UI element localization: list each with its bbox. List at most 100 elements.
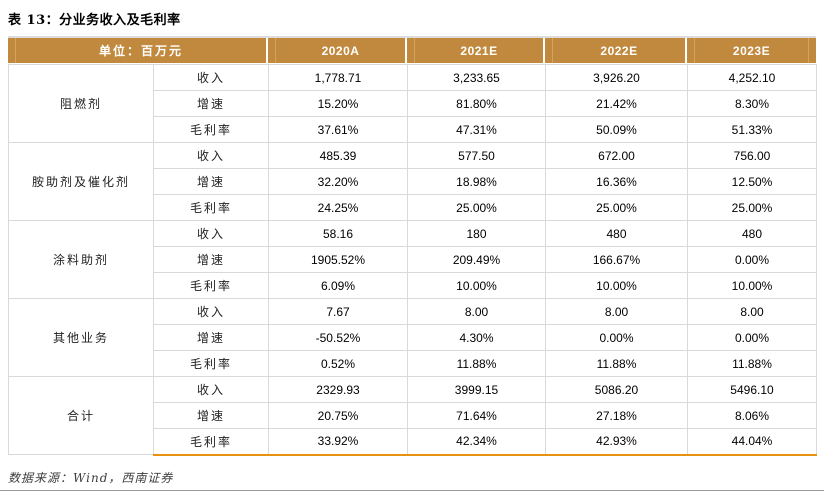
table-row: 胺助剂及催化剂 收入 485.39 577.50 672.00 756.00 <box>8 142 817 221</box>
value-cell: 0.52% <box>268 350 408 377</box>
value-cell: 7.67 <box>268 298 408 325</box>
header-strip <box>808 38 816 63</box>
value-cell: 8.06% <box>687 402 817 429</box>
metric-label-cell: 毛利率 <box>153 272 269 299</box>
value-cell: 3999.15 <box>407 376 546 403</box>
value-cell: 47.31% <box>407 116 546 143</box>
year-header-2020a: 2020A <box>276 38 405 63</box>
value-cell: 10.00% <box>407 272 546 299</box>
header-strip <box>687 38 695 63</box>
value-cell: 672.00 <box>545 142 688 169</box>
value-cell: 10.00% <box>545 272 688 299</box>
value-cell: 0.00% <box>545 324 688 351</box>
value-cell: 58.16 <box>268 220 408 247</box>
header-cell-unit: 单位：百万元 <box>8 38 266 63</box>
metric-label-cell: 收入 <box>153 220 269 247</box>
value-cell: 25.00% <box>545 194 688 221</box>
value-cell: 480 <box>545 220 688 247</box>
value-cell: -50.52% <box>268 324 408 351</box>
value-cell: 33.92% <box>268 428 408 456</box>
value-cell: 4.30% <box>407 324 546 351</box>
segment-name-cell: 合计 <box>8 376 154 455</box>
value-cell: 5496.10 <box>687 376 817 403</box>
value-cell: 32.20% <box>268 168 408 195</box>
value-cell: 756.00 <box>687 142 817 169</box>
value-cell: 8.00 <box>545 298 688 325</box>
value-cell: 1,778.71 <box>268 64 408 91</box>
metric-label-cell: 增速 <box>153 246 269 273</box>
value-cell: 180 <box>407 220 546 247</box>
table-title: 表 13：分业务收入及毛利率 <box>8 13 181 28</box>
table-row: 阻燃剂 收入 1,778.71 3,233.65 3,926.20 4,252.10 <box>8 64 817 143</box>
unit-label: 单位：百万元 <box>16 38 266 63</box>
value-cell: 4,252.10 <box>687 64 817 91</box>
data-source-note: 数据来源：Wind，西南证券 <box>8 470 174 485</box>
metric-label-cell: 毛利率 <box>153 350 269 377</box>
report-page: 表 13：分业务收入及毛利率 单位：百万元 2020A 2021E 2022E … <box>8 13 817 485</box>
header-gap <box>405 38 407 63</box>
table-row: 毛利率 37.61% 47.31% 50.09% 51.33% <box>9 116 817 143</box>
metric-label-cell: 收入 <box>153 64 269 91</box>
value-cell: 50.09% <box>545 116 688 143</box>
table-row: 毛利率 6.09% 10.00% 10.00% 10.00% <box>9 272 817 299</box>
metric-label-cell: 增速 <box>153 168 269 195</box>
table-row: 增速 32.20% 18.98% 16.36% 12.50% <box>9 168 817 195</box>
metric-label-cell: 收入 <box>153 376 269 403</box>
value-cell: 577.50 <box>407 142 546 169</box>
metric-label-cell: 增速 <box>153 402 269 429</box>
header-gap <box>543 38 545 63</box>
value-cell: 3,926.20 <box>545 64 688 91</box>
value-cell: 42.34% <box>407 428 546 456</box>
metric-label-cell: 收入 <box>153 298 269 325</box>
value-cell: 485.39 <box>268 142 408 169</box>
value-cell: 42.93% <box>545 428 688 456</box>
header-strip <box>545 38 553 63</box>
header-strip <box>268 38 276 63</box>
value-cell: 8.30% <box>687 90 817 117</box>
segment-name-cell: 阻燃剂 <box>8 64 154 143</box>
value-cell: 24.25% <box>268 194 408 221</box>
value-cell: 2329.93 <box>268 376 408 403</box>
table-row: 增速 20.75% 71.64% 27.18% 8.06% <box>9 402 817 429</box>
value-cell: 51.33% <box>687 116 817 143</box>
value-cell: 10.00% <box>687 272 817 299</box>
value-cell: 71.64% <box>407 402 546 429</box>
value-cell: 12.50% <box>687 168 817 195</box>
value-cell: 25.00% <box>687 194 817 221</box>
value-cell: 81.80% <box>407 90 546 117</box>
segment-name-cell: 涂料助剂 <box>8 220 154 299</box>
value-cell: 0.00% <box>687 246 817 273</box>
metric-label-cell: 毛利率 <box>153 194 269 221</box>
value-cell: 209.49% <box>407 246 546 273</box>
value-cell: 11.88% <box>545 350 688 377</box>
metric-label-cell: 收入 <box>153 142 269 169</box>
value-cell: 480 <box>687 220 817 247</box>
table-header-row: 单位：百万元 2020A 2021E 2022E 2023E <box>8 36 816 63</box>
value-cell: 37.61% <box>268 116 408 143</box>
value-cell: 20.75% <box>268 402 408 429</box>
metric-label-cell: 增速 <box>153 324 269 351</box>
segment-name-cell: 其他业务 <box>8 298 154 377</box>
year-header-2023e: 2023E <box>695 38 808 63</box>
value-cell: 166.67% <box>545 246 688 273</box>
header-gap <box>685 38 687 63</box>
value-cell: 5086.20 <box>545 376 688 403</box>
table-row: 其他业务 收入 7.67 8.00 8.00 8.00 <box>8 298 817 377</box>
metric-label-cell: 增速 <box>153 90 269 117</box>
value-cell: 11.88% <box>687 350 817 377</box>
header-cell-2020a: 2020A <box>268 38 405 63</box>
value-cell: 16.36% <box>545 168 688 195</box>
header-strip <box>8 38 16 63</box>
value-cell: 25.00% <box>407 194 546 221</box>
value-cell: 8.00 <box>407 298 546 325</box>
value-cell: 27.18% <box>545 402 688 429</box>
value-cell: 6.09% <box>268 272 408 299</box>
table-row: 毛利率 0.52% 11.88% 11.88% 11.88% <box>9 350 817 377</box>
table-row: 增速 15.20% 81.80% 21.42% 8.30% <box>9 90 817 117</box>
metric-label-cell: 毛利率 <box>153 116 269 143</box>
segment-revenue-table: 阻燃剂 收入 1,778.71 3,233.65 3,926.20 4,252.10 增速 1… <box>8 64 817 456</box>
page-bottom-rule <box>0 490 824 491</box>
value-cell: 3,233.65 <box>407 64 546 91</box>
metric-label-cell: 毛利率 <box>153 428 269 456</box>
header-cell-2021e: 2021E <box>407 38 543 63</box>
